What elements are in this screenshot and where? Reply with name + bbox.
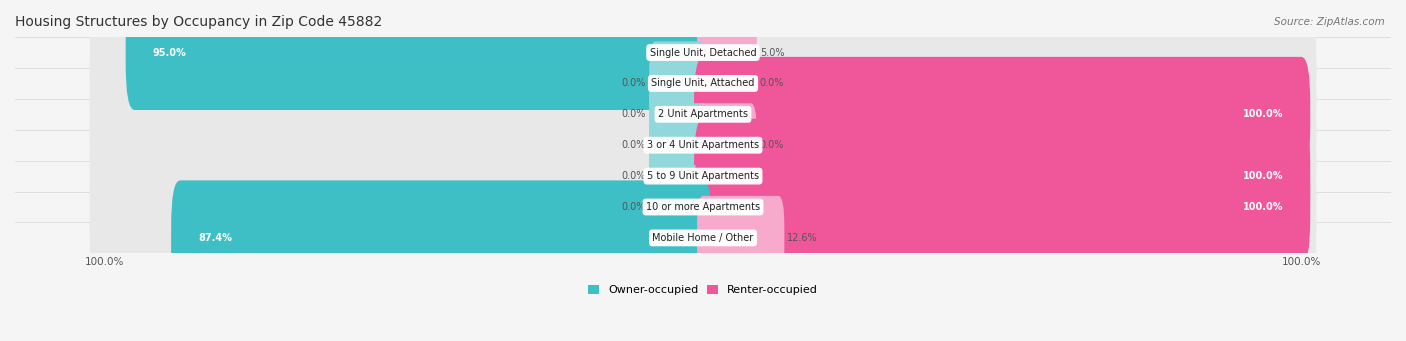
Text: 0.0%: 0.0% <box>759 78 785 88</box>
Text: 5 to 9 Unit Apartments: 5 to 9 Unit Apartments <box>647 171 759 181</box>
Text: 0.0%: 0.0% <box>621 202 647 212</box>
Text: 10 or more Apartments: 10 or more Apartments <box>645 202 761 212</box>
FancyBboxPatch shape <box>695 119 1310 234</box>
FancyBboxPatch shape <box>90 0 1316 145</box>
FancyBboxPatch shape <box>650 165 709 249</box>
FancyBboxPatch shape <box>90 114 1316 300</box>
FancyBboxPatch shape <box>697 42 756 125</box>
Text: 95.0%: 95.0% <box>153 47 187 58</box>
Text: 0.0%: 0.0% <box>759 140 785 150</box>
FancyBboxPatch shape <box>90 0 1316 176</box>
FancyBboxPatch shape <box>90 145 1316 330</box>
Text: Housing Structures by Occupancy in Zip Code 45882: Housing Structures by Occupancy in Zip C… <box>15 15 382 29</box>
Text: 5.0%: 5.0% <box>759 47 785 58</box>
Text: 100.0%: 100.0% <box>1243 171 1284 181</box>
Text: 2 Unit Apartments: 2 Unit Apartments <box>658 109 748 119</box>
FancyBboxPatch shape <box>650 42 709 125</box>
FancyBboxPatch shape <box>125 0 711 110</box>
Text: 0.0%: 0.0% <box>621 140 647 150</box>
FancyBboxPatch shape <box>172 180 711 295</box>
Text: 0.0%: 0.0% <box>621 171 647 181</box>
Text: Mobile Home / Other: Mobile Home / Other <box>652 233 754 243</box>
Text: 12.6%: 12.6% <box>787 233 818 243</box>
Text: 100.0%: 100.0% <box>1243 202 1284 212</box>
Text: Single Unit, Detached: Single Unit, Detached <box>650 47 756 58</box>
Text: 0.0%: 0.0% <box>621 78 647 88</box>
FancyBboxPatch shape <box>697 11 756 94</box>
FancyBboxPatch shape <box>90 53 1316 238</box>
FancyBboxPatch shape <box>90 84 1316 269</box>
FancyBboxPatch shape <box>650 103 709 187</box>
FancyBboxPatch shape <box>695 57 1310 172</box>
FancyBboxPatch shape <box>697 196 785 280</box>
Text: 0.0%: 0.0% <box>621 109 647 119</box>
Text: 3 or 4 Unit Apartments: 3 or 4 Unit Apartments <box>647 140 759 150</box>
Text: 100.0%: 100.0% <box>1243 109 1284 119</box>
FancyBboxPatch shape <box>695 150 1310 265</box>
Text: Source: ZipAtlas.com: Source: ZipAtlas.com <box>1274 17 1385 27</box>
Text: 87.4%: 87.4% <box>198 233 232 243</box>
Legend: Owner-occupied, Renter-occupied: Owner-occupied, Renter-occupied <box>588 285 818 295</box>
FancyBboxPatch shape <box>650 72 709 156</box>
FancyBboxPatch shape <box>90 22 1316 207</box>
FancyBboxPatch shape <box>697 103 756 187</box>
Text: Single Unit, Attached: Single Unit, Attached <box>651 78 755 88</box>
FancyBboxPatch shape <box>650 134 709 218</box>
